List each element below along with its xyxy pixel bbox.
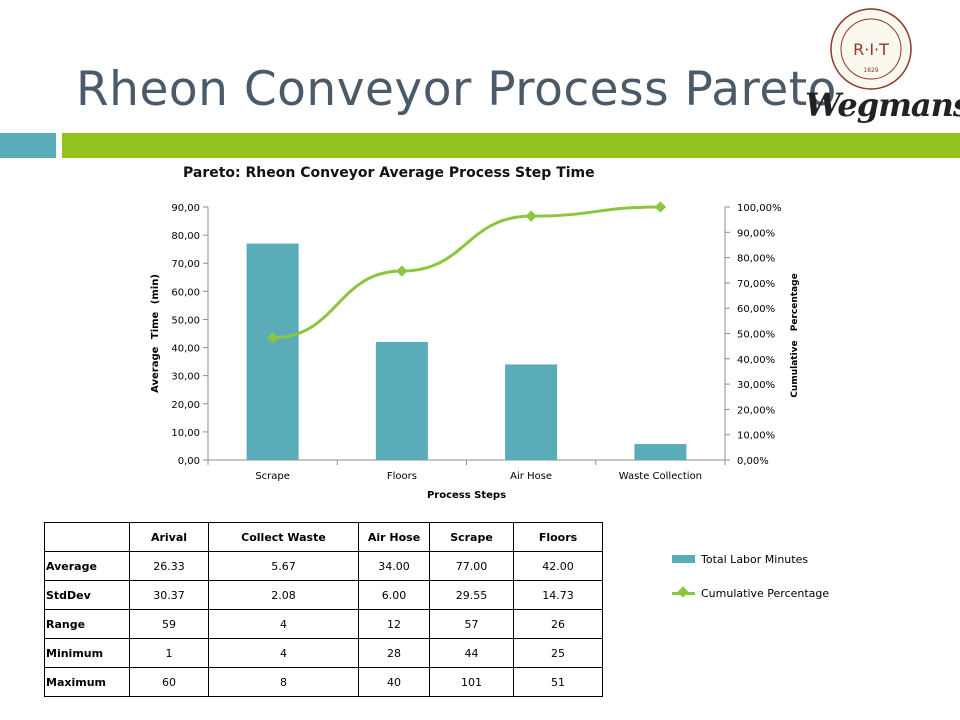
table-row-header: Average bbox=[44, 551, 130, 581]
y2-tick-label: 90,00% bbox=[737, 228, 775, 239]
y2-tick-label: 80,00% bbox=[737, 254, 775, 265]
bar-air-hose bbox=[505, 364, 558, 460]
y-tick-label: 30,00 bbox=[171, 372, 200, 383]
table-header-cell: Arival bbox=[129, 522, 209, 552]
table-row: StdDev 30.37 2.08 6.00 29.55 14.73 bbox=[44, 580, 603, 610]
table-cell: 77.00 bbox=[429, 551, 514, 581]
legend-label-line: Cumulative Percentage bbox=[701, 586, 830, 600]
bar-floors bbox=[375, 341, 428, 460]
y2-tick-label: 30,00% bbox=[737, 380, 775, 391]
y-tick-label: 70,00 bbox=[171, 259, 200, 270]
table-cell: 42.00 bbox=[513, 551, 603, 581]
legend-swatch-line bbox=[672, 586, 695, 599]
y-tick-label: 50,00 bbox=[171, 315, 200, 326]
y2-tick-label: 100,00% bbox=[737, 203, 782, 214]
table-cell: 30.37 bbox=[129, 580, 209, 610]
table-cell: 5.67 bbox=[208, 551, 359, 581]
legend-item-line: Cumulative Percentage bbox=[672, 576, 829, 610]
y2-tick-label: 0,00% bbox=[737, 456, 769, 467]
table-cell: 44 bbox=[429, 638, 514, 668]
table-cell: 29.55 bbox=[429, 580, 514, 610]
table-cell: 59 bbox=[129, 609, 209, 639]
legend-label-bars: Total Labor Minutes bbox=[701, 552, 809, 566]
table-row-header: Minimum bbox=[44, 638, 130, 668]
rit-year: 1829 bbox=[863, 67, 878, 74]
table-header-cell: Scrape bbox=[429, 522, 514, 552]
table-header-cell bbox=[44, 522, 130, 552]
chart-title: Pareto: Rheon Conveyor Average Process S… bbox=[183, 165, 595, 181]
table-row: Maximum 60 8 40 101 51 bbox=[44, 667, 603, 697]
cumulative-point bbox=[266, 332, 279, 344]
table-cell: 26 bbox=[513, 609, 603, 639]
x-axis-title: Process Steps bbox=[427, 490, 506, 501]
legend-swatch-bars bbox=[672, 555, 695, 563]
bar-waste-collection bbox=[634, 444, 687, 460]
slide-title: Rheon Conveyor Process Pareto bbox=[76, 62, 837, 117]
cumulative-point bbox=[525, 210, 537, 222]
table-cell: 8 bbox=[208, 667, 359, 697]
table-cell: 14.73 bbox=[513, 580, 603, 610]
x-tick-label: Scrape bbox=[255, 471, 290, 482]
table-header-cell: Collect Waste bbox=[208, 522, 359, 552]
x-tick-label: Floors bbox=[387, 471, 417, 482]
cumulative-point bbox=[396, 265, 408, 277]
chart-legend: Total Labor Minutes Cumulative Percentag… bbox=[672, 542, 829, 610]
table-header-cell: Air Hose bbox=[358, 522, 430, 552]
accent-bar-right bbox=[62, 133, 960, 158]
table-row: Range 59 4 12 57 26 bbox=[44, 609, 603, 639]
table-cell: 25 bbox=[513, 638, 603, 668]
x-tick-label: Air Hose bbox=[510, 471, 552, 482]
table-row-header: StdDev bbox=[44, 580, 130, 610]
table-cell: 4 bbox=[208, 609, 359, 639]
table-cell: 34.00 bbox=[358, 551, 430, 581]
cumulative-point bbox=[654, 201, 667, 213]
table-cell: 57 bbox=[429, 609, 514, 639]
table-row: Minimum 1 4 28 44 25 bbox=[44, 638, 603, 668]
table-header-cell: Floors bbox=[513, 522, 603, 552]
y-tick-label: 10,00 bbox=[171, 428, 200, 439]
table-cell: 60 bbox=[129, 667, 209, 697]
table-cell: 6.00 bbox=[358, 580, 430, 610]
y2-tick-label: 70,00% bbox=[737, 279, 775, 290]
x-tick-label: Waste Collection bbox=[619, 471, 702, 482]
bar-scrape bbox=[246, 243, 299, 460]
y-axis-title: Average Time (min) bbox=[150, 274, 161, 393]
y-tick-label: 80,00 bbox=[171, 231, 200, 242]
table-cell: 28 bbox=[358, 638, 430, 668]
y-tick-label: 20,00 bbox=[171, 400, 200, 411]
stats-table: Arival Collect Waste Air Hose Scrape Floors … bbox=[44, 522, 603, 697]
y2-axis-title: Cumulative Percentage bbox=[790, 273, 800, 397]
y-tick-label: 60,00 bbox=[171, 287, 200, 298]
rit-logo-text: R·I·T bbox=[853, 40, 889, 59]
table-cell: 51 bbox=[513, 667, 603, 697]
table-cell: 101 bbox=[429, 667, 514, 697]
cumulative-line bbox=[272, 205, 661, 340]
wegmans-logo: Wegmans bbox=[805, 86, 960, 124]
table-cell: 26.33 bbox=[129, 551, 209, 581]
y-tick-label: 40,00 bbox=[171, 344, 200, 355]
y2-tick-label: 20,00% bbox=[737, 405, 775, 416]
table-row: Average 26.33 5.67 34.00 77.00 42.00 bbox=[44, 551, 603, 581]
table-row-header: Maximum bbox=[44, 667, 130, 697]
y-tick-label: 90,00 bbox=[171, 203, 200, 214]
legend-item-bars: Total Labor Minutes bbox=[672, 542, 829, 576]
y2-tick-label: 50,00% bbox=[737, 330, 775, 341]
y2-tick-label: 60,00% bbox=[737, 304, 775, 315]
accent-bar-left bbox=[0, 133, 56, 158]
table-cell: 1 bbox=[129, 638, 209, 668]
table-cell: 2.08 bbox=[208, 580, 359, 610]
y-tick-label: 0,00 bbox=[178, 456, 200, 467]
y2-tick-label: 10,00% bbox=[737, 431, 775, 442]
table-cell: 4 bbox=[208, 638, 359, 668]
table-row-header: Range bbox=[44, 609, 130, 639]
table-cell: 12 bbox=[358, 609, 430, 639]
rit-seal-logo: R·I·T 1829 bbox=[828, 6, 914, 96]
y2-tick-label: 40,00% bbox=[737, 355, 775, 366]
table-cell: 40 bbox=[358, 667, 430, 697]
